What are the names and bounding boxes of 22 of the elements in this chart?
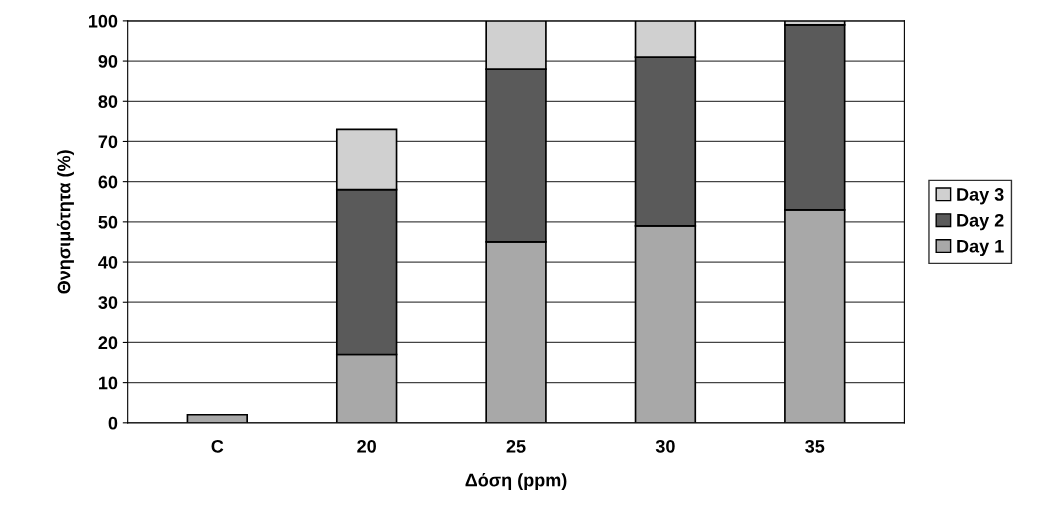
legend-label: Day 1 xyxy=(957,239,1004,257)
y-tick-label: 100 xyxy=(88,14,118,28)
y-axis-title: Θνησιμότητα (%) xyxy=(56,150,74,294)
x-tick-label: 20 xyxy=(357,439,376,453)
x-tick-label: C xyxy=(211,439,224,453)
y-tick-label: 20 xyxy=(98,336,118,350)
y-tick-label: 40 xyxy=(98,255,118,269)
y-tick-label: 10 xyxy=(99,376,118,390)
x-tick-label: 25 xyxy=(506,439,526,453)
x-tick-label: 30 xyxy=(655,439,675,453)
legend-label: Day 2 xyxy=(957,213,1004,231)
y-tick-label: 0 xyxy=(108,416,118,430)
y-tick-label: 80 xyxy=(98,95,118,108)
y-tick-label: 50 xyxy=(98,215,118,229)
x-axis-title: Δόση (ppm) xyxy=(465,472,567,491)
x-tick-label: 35 xyxy=(805,439,825,453)
y-tick-label: 90 xyxy=(98,55,118,68)
bar xyxy=(186,413,249,423)
y-tick-label: 30 xyxy=(98,296,118,309)
legend-label: Day 3 xyxy=(957,188,1004,205)
y-tick-label: 60 xyxy=(98,175,118,189)
y-tick-label: 70 xyxy=(98,135,118,149)
